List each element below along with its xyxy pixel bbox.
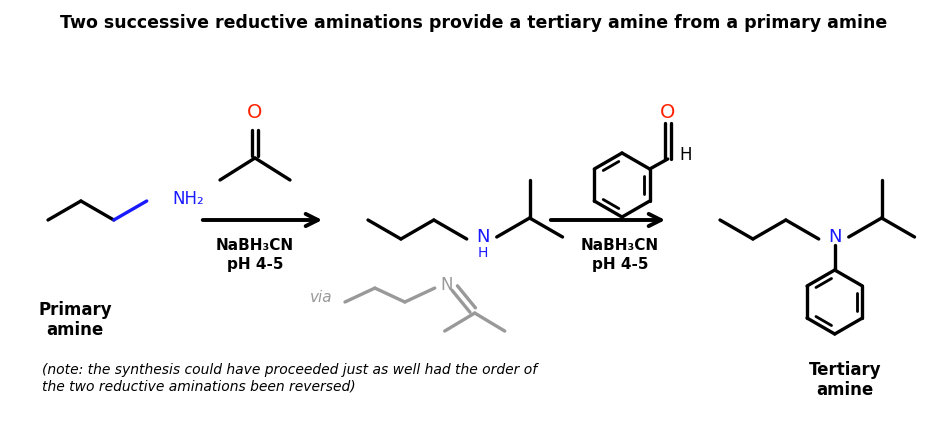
Text: Two successive reductive aminations provide a tertiary amine from a primary amin: Two successive reductive aminations prov… xyxy=(61,14,887,32)
Text: (note: the synthesis could have proceeded just as well had the order of
the two : (note: the synthesis could have proceede… xyxy=(42,363,538,393)
Text: Primary: Primary xyxy=(38,301,112,319)
Text: N: N xyxy=(476,228,489,246)
Text: H: H xyxy=(680,146,692,164)
Text: NaBH₃CN: NaBH₃CN xyxy=(216,237,294,253)
Text: N: N xyxy=(828,228,842,246)
Text: Tertiary: Tertiary xyxy=(809,361,881,379)
Text: O: O xyxy=(660,103,675,122)
Text: via: via xyxy=(310,290,333,306)
Text: O: O xyxy=(247,102,263,122)
Text: amine: amine xyxy=(816,381,873,399)
Text: NaBH₃CN: NaBH₃CN xyxy=(581,237,659,253)
Text: pH 4-5: pH 4-5 xyxy=(592,257,648,273)
Text: NH₂: NH₂ xyxy=(173,190,205,208)
Text: amine: amine xyxy=(46,321,103,339)
Text: N: N xyxy=(441,276,453,294)
Text: H: H xyxy=(478,246,488,260)
Text: pH 4-5: pH 4-5 xyxy=(227,257,283,273)
